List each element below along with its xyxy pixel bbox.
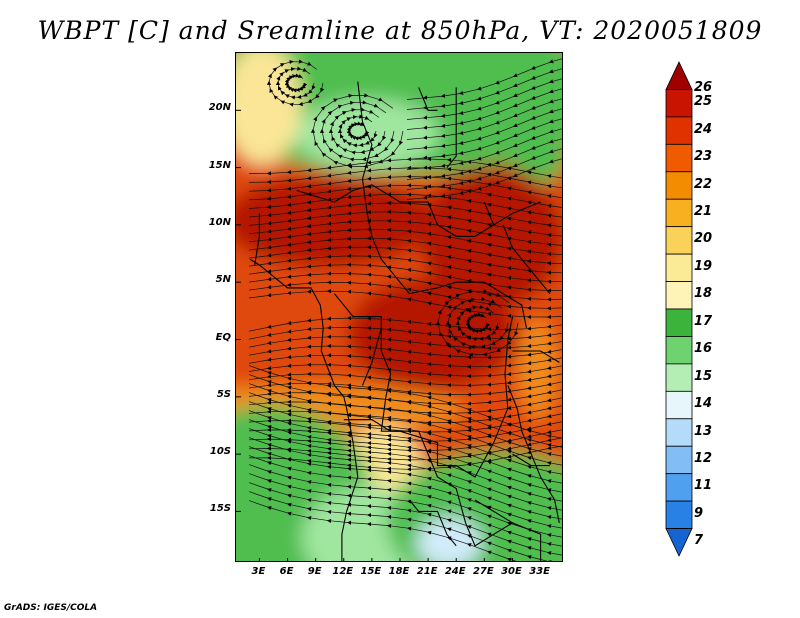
colorbar-swatch <box>665 473 693 502</box>
lon-tick-label: 18E <box>388 566 410 577</box>
colorbar-level-label: 12 <box>694 450 713 466</box>
colorbar-swatch <box>665 418 693 447</box>
vortex-streamline <box>310 93 404 169</box>
streamlines <box>248 58 562 561</box>
lat-tick-label: EQ <box>215 331 231 343</box>
lat-tick-label: 5S <box>216 388 231 400</box>
colorbar-level-label: 25 <box>694 94 713 110</box>
colorbar-level-label: 15 <box>694 368 713 384</box>
colorbar-swatch <box>665 336 693 365</box>
lon-tick-label: 24E <box>444 566 466 577</box>
lat-tick-label: 10S <box>209 446 231 458</box>
lon-tick-label: 9E <box>307 566 322 577</box>
colorbar-swatch <box>665 171 693 200</box>
streamline <box>406 158 562 200</box>
lon-tick-label: 15E <box>360 566 382 577</box>
colorbar-level-label: 26 <box>694 80 713 96</box>
colorbar-level-label: 20 <box>694 231 713 247</box>
field-region <box>518 318 558 421</box>
wbpt-map <box>236 53 562 561</box>
lon-tick-label: 3E <box>251 566 266 577</box>
colorbar-swatch <box>665 281 693 310</box>
colorbar-level-label: 24 <box>694 121 713 137</box>
colorbar-swatch <box>665 308 693 337</box>
streamline <box>248 500 552 561</box>
lat-tick-label: 15S <box>209 503 231 515</box>
colorbar-swatch <box>665 390 693 420</box>
lon-tick-label: 27E <box>472 566 494 577</box>
colorbar-swatch <box>665 89 693 118</box>
colorbar-swatch <box>665 253 693 282</box>
lat-tick-label: 15N <box>208 159 231 171</box>
colorbar-swatch <box>665 61 693 90</box>
map-title: WBPT [C] and Sreamline at 850hPa, VT: 20… <box>37 16 763 45</box>
lat-tick-label: 10N <box>208 216 231 228</box>
colorbar-level-label: 21 <box>694 203 713 219</box>
colorbar-swatch <box>665 143 693 173</box>
colorbar <box>665 61 693 557</box>
border-line <box>254 213 260 266</box>
vortex-streamline <box>266 59 325 107</box>
map-panel <box>235 52 563 562</box>
lat-tick-label: 5N <box>215 274 231 286</box>
lon-tick-label: 6E <box>279 566 294 577</box>
colorbar-level-label: 23 <box>694 149 713 165</box>
colorbar-level-label: 16 <box>694 341 713 357</box>
lon-tick-label: 21E <box>416 566 438 577</box>
colorbar-swatch <box>665 198 693 228</box>
colorbar-swatch <box>665 528 693 557</box>
colorbar-level-label: 7 <box>694 533 704 549</box>
vortex-streamline <box>435 289 519 357</box>
colorbar-level-label: 19 <box>694 258 713 274</box>
lon-tick-label: 33E <box>529 566 550 577</box>
colorbar-level-label: 17 <box>694 313 713 329</box>
lon-tick-label: 30E <box>501 566 522 577</box>
colorbar-level-label: 13 <box>694 423 713 439</box>
grads-credit: GrADS: IGES/COLA <box>4 603 98 613</box>
colorbar-level-label: 11 <box>694 478 713 494</box>
lon-tick-label: 12E <box>332 566 354 577</box>
lat-tick-label: 20N <box>208 102 231 114</box>
colorbar-swatch <box>665 500 693 529</box>
colorbar-swatch <box>665 445 693 475</box>
wbpt-field <box>236 53 562 561</box>
colorbar-level-label: 22 <box>694 176 713 192</box>
colorbar-swatch <box>665 116 693 145</box>
colorbar-swatch <box>665 363 693 392</box>
colorbar-level-label: 18 <box>694 286 713 302</box>
colorbar-level-label: 14 <box>694 396 713 412</box>
colorbar-level-label: 9 <box>694 505 704 521</box>
colorbar-swatch <box>665 226 693 255</box>
